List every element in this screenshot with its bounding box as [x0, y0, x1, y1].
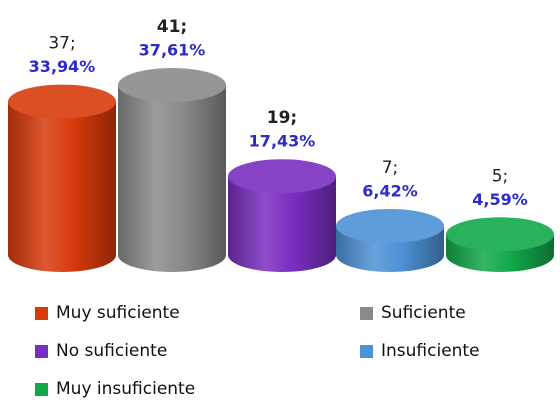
percentage-label: 37,61%: [139, 41, 206, 60]
legend-label: Muy insuficiente: [56, 379, 195, 399]
bar-top: [118, 68, 226, 102]
legend-label: Muy suficiente: [56, 303, 180, 323]
legend-label: Suficiente: [381, 303, 466, 323]
legend-swatch: [35, 345, 48, 358]
value-label: 7;: [382, 158, 399, 178]
bar-top: [446, 217, 554, 252]
bar-top: [228, 159, 336, 194]
bar: [8, 101, 116, 272]
legend-swatch: [35, 307, 48, 320]
legend-swatch: [360, 345, 373, 358]
bar: [228, 176, 336, 272]
bar: [118, 85, 226, 272]
value-label: 41;: [157, 17, 187, 37]
value-label: 37;: [48, 34, 75, 54]
legend-swatch: [360, 307, 373, 320]
bar-top: [336, 208, 444, 243]
percentage-label: 17,43%: [249, 132, 316, 151]
value-label: 5;: [492, 166, 509, 186]
value-label: 19;: [267, 108, 297, 128]
percentage-label: 4,59%: [472, 190, 528, 209]
legend-label: No suficiente: [56, 341, 167, 361]
bar-top: [8, 84, 116, 119]
legend-swatch: [35, 383, 48, 396]
legend-label: Insuficiente: [381, 341, 480, 361]
percentage-label: 33,94%: [29, 57, 96, 76]
percentage-label: 6,42%: [362, 181, 418, 200]
